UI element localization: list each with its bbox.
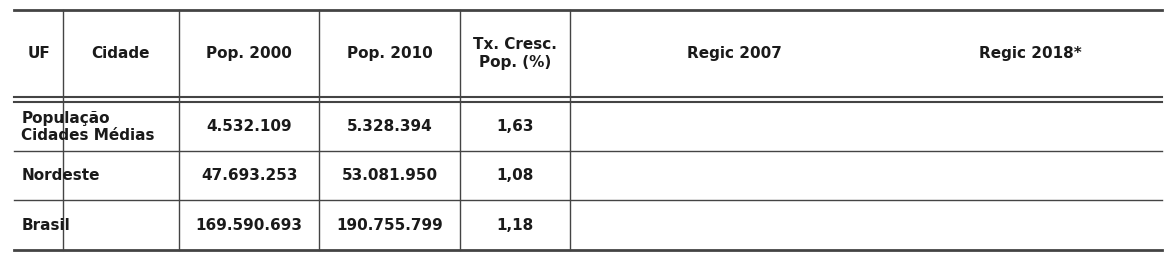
Text: Nordeste: Nordeste <box>21 168 100 183</box>
Text: Pop. 2010: Pop. 2010 <box>347 46 433 61</box>
Text: População
Cidades Médias: População Cidades Médias <box>21 110 155 143</box>
Text: 1,08: 1,08 <box>496 168 534 183</box>
Text: 190.755.799: 190.755.799 <box>336 218 443 232</box>
Text: 1,63: 1,63 <box>496 119 534 134</box>
Text: Tx. Cresc.
Pop. (%): Tx. Cresc. Pop. (%) <box>473 37 556 70</box>
Text: 169.590.693: 169.590.693 <box>195 218 302 232</box>
Text: 47.693.253: 47.693.253 <box>201 168 298 183</box>
Text: Brasil: Brasil <box>21 218 69 232</box>
Text: UF: UF <box>27 46 49 61</box>
Text: 5.328.394: 5.328.394 <box>347 119 433 134</box>
Text: 53.081.950: 53.081.950 <box>341 168 437 183</box>
Text: 4.532.109: 4.532.109 <box>206 119 292 134</box>
Text: Cidade: Cidade <box>92 46 151 61</box>
Text: 1,18: 1,18 <box>496 218 534 232</box>
Text: Regic 2018*: Regic 2018* <box>980 46 1082 61</box>
Text: Pop. 2000: Pop. 2000 <box>206 46 292 61</box>
Text: Regic 2007: Regic 2007 <box>687 46 782 61</box>
